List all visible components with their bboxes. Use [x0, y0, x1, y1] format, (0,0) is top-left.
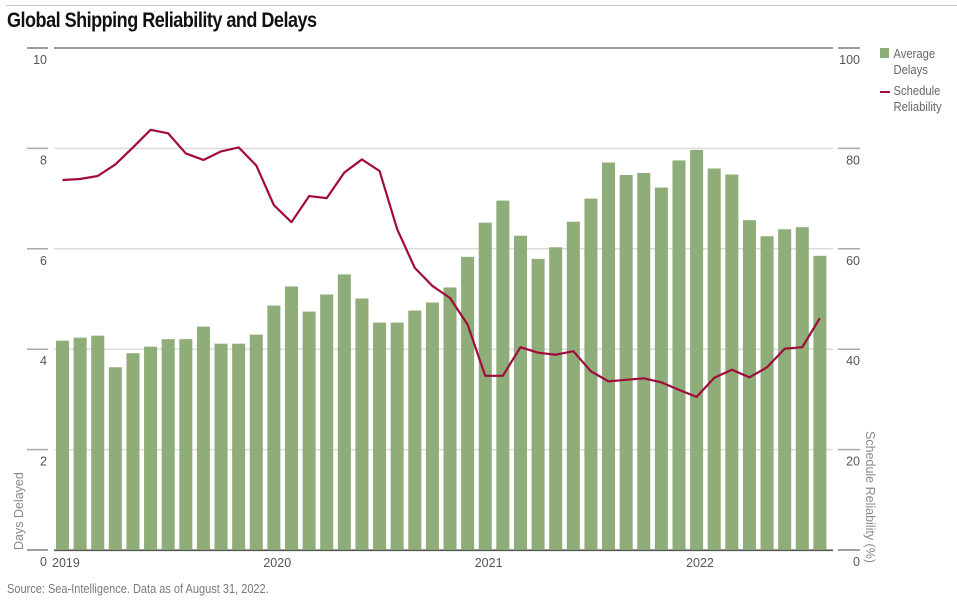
- bar: [566, 221, 580, 550]
- bar: [126, 353, 140, 550]
- y-axis-title: Days Delayed: [12, 472, 26, 550]
- bar: [56, 340, 70, 550]
- bar: [91, 335, 105, 550]
- bar: [707, 168, 721, 551]
- bar: [672, 160, 686, 550]
- x-tick-label: 2021: [475, 556, 503, 570]
- bar: [373, 322, 387, 550]
- legend-label: Average Delays: [893, 47, 936, 77]
- bar: [196, 326, 210, 550]
- bar: [390, 322, 404, 550]
- bar: [760, 236, 774, 550]
- bar: [179, 339, 193, 550]
- y2-tick-label: 80: [846, 153, 860, 167]
- bar: [443, 287, 457, 550]
- x-tick-label: 2022: [686, 556, 714, 570]
- bar: [549, 247, 563, 551]
- bar: [531, 258, 545, 550]
- bar: [320, 294, 334, 550]
- bar: [108, 367, 122, 550]
- bar-series-average-delays: [56, 149, 827, 551]
- bar: [73, 337, 87, 550]
- legend-swatch-bar: [880, 48, 889, 58]
- bar: [355, 298, 369, 550]
- bar: [637, 173, 651, 550]
- bar: [778, 229, 792, 550]
- bar: [161, 339, 175, 550]
- source-note: Source: Sea-Intelligence. Data as of Aug…: [7, 582, 269, 596]
- bar: [232, 343, 246, 550]
- bar: [144, 346, 158, 550]
- bar: [337, 274, 351, 550]
- bar: [267, 305, 281, 550]
- bar: [214, 343, 228, 550]
- bar: [302, 311, 316, 550]
- legend-item-schedule-reliability[interactable]: Schedule Reliability: [880, 83, 949, 115]
- y2-tick-label: 40: [846, 354, 860, 368]
- legend-label: Schedule Reliability: [893, 84, 942, 114]
- y2-tick-label: 0: [853, 555, 860, 569]
- legend-swatch-line: [880, 91, 890, 93]
- y-tick-label: 2: [40, 455, 47, 469]
- y-tick-label: 6: [40, 254, 47, 268]
- chart-title: Global Shipping Reliability and Delays: [7, 9, 317, 32]
- bar: [619, 175, 633, 550]
- y2-axis-title: Schedule Reliability (%): [863, 431, 877, 563]
- bar: [461, 256, 475, 550]
- bar: [690, 149, 704, 550]
- bar: [408, 310, 422, 550]
- y-tick-label: 0: [40, 555, 47, 569]
- x-tick-label: 2019: [52, 556, 80, 570]
- legend-item-average-delays[interactable]: Average Delays: [880, 46, 949, 78]
- reliability-line: [62, 128, 821, 398]
- y2-tick-label: 60: [846, 254, 860, 268]
- bar: [795, 227, 809, 550]
- y2-tick-label: 20: [846, 455, 860, 469]
- x-tick-label: 2020: [263, 556, 291, 570]
- bar: [478, 222, 492, 550]
- bar: [425, 302, 439, 550]
- line-series-schedule-reliability: [62, 128, 821, 398]
- bar: [813, 255, 827, 550]
- bar: [284, 286, 299, 550]
- bar: [602, 162, 616, 550]
- bar: [249, 334, 263, 550]
- bar: [725, 174, 739, 550]
- y-tick-label: 4: [40, 354, 47, 368]
- y2-tick-label: 100: [839, 53, 860, 67]
- bar: [513, 235, 527, 550]
- legend: Average Delays Schedule Reliability: [880, 46, 957, 120]
- bar: [584, 198, 598, 550]
- y-tick-label: 10: [33, 53, 47, 67]
- top-rule: [6, 5, 957, 6]
- y-tick-label: 8: [40, 153, 47, 167]
- bar: [742, 220, 756, 550]
- bar: [654, 187, 668, 550]
